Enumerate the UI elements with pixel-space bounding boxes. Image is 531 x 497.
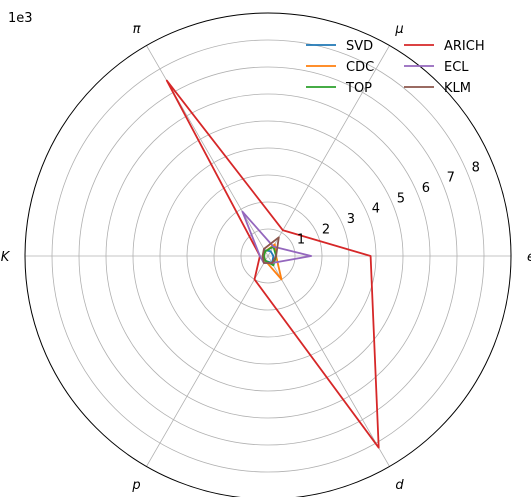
grid-circle — [105, 93, 431, 419]
series-line-klm — [261, 236, 280, 264]
legend-item-cdc: CDC — [306, 60, 374, 75]
spoke-line — [267, 255, 390, 467]
spoke-line — [146, 255, 269, 467]
grid-circle — [159, 147, 377, 365]
legend: SVD CDC TOP ARICH ECL KLM — [306, 39, 485, 96]
legend-label: TOP — [345, 81, 372, 96]
r-tick-label: 1 — [297, 233, 305, 248]
axis-label: K — [1, 250, 11, 265]
r-tick-label: 3 — [347, 212, 355, 227]
grid-circle — [240, 228, 296, 284]
axis-label: e — [527, 250, 531, 265]
r-tick-label: 7 — [447, 171, 455, 186]
series-layer — [165, 79, 380, 449]
grid-circle — [213, 201, 323, 311]
r-tick-label: 2 — [322, 222, 330, 237]
legend-item-svd: SVD — [306, 39, 373, 54]
legend-item-ecl: ECL — [404, 60, 469, 75]
axis-label: π — [133, 22, 141, 37]
grid-circle — [78, 66, 458, 446]
legend-item-arich: ARICH — [404, 39, 485, 54]
grid-circle — [186, 174, 350, 338]
grid-circle — [51, 39, 485, 473]
radar-grid — [24, 12, 512, 497]
axis-label: p — [131, 478, 140, 493]
legend-label: CDC — [346, 60, 374, 75]
axis-label: d — [395, 478, 404, 493]
scale-label: 1e3 — [8, 11, 33, 26]
r-tick-label: 6 — [422, 181, 430, 196]
legend-label: SVD — [346, 39, 373, 54]
labels-layer: 1 2 3 4 5 6 7 8 e μ π Kp d — [1, 22, 531, 493]
outer-circle — [24, 12, 512, 497]
legend-label: KLM — [444, 81, 471, 96]
legend-item-top: TOP — [306, 81, 372, 96]
spoke-line — [267, 45, 390, 257]
r-tick-label: 4 — [372, 202, 380, 217]
r-tick-label: 5 — [397, 191, 405, 206]
axis-label: μ — [394, 22, 403, 37]
legend-item-klm: KLM — [404, 81, 471, 96]
legend-label: ARICH — [444, 39, 485, 54]
grid-circle — [132, 120, 404, 392]
legend-label: ECL — [444, 60, 469, 75]
r-tick-label: 8 — [472, 160, 480, 175]
